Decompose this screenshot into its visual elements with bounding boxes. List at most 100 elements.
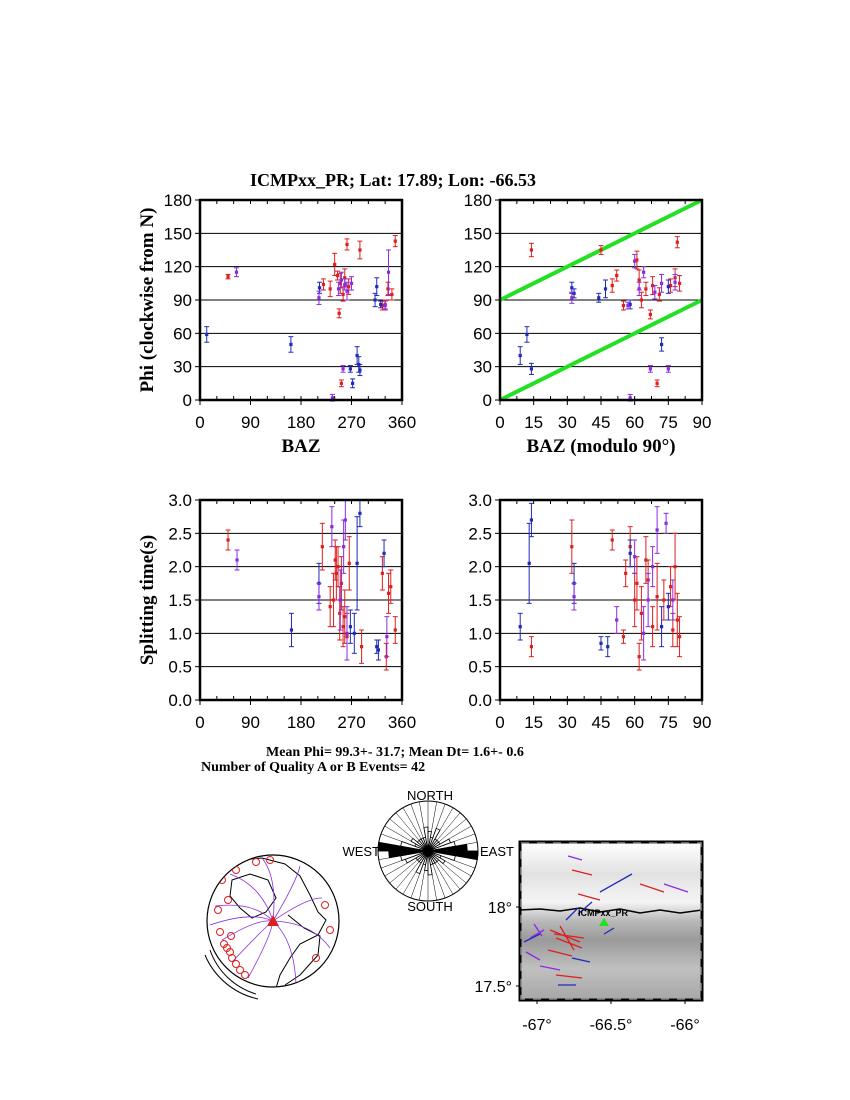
rose-spoke [427, 850, 454, 895]
data-point [647, 309, 653, 320]
rose-spoke [389, 850, 429, 884]
point-marker [336, 287, 341, 291]
x-tick-label: 75 [659, 413, 678, 432]
y-tick-label: 90 [473, 291, 492, 310]
plot-frame [498, 198, 704, 402]
point-marker [349, 281, 354, 285]
data-point [668, 278, 674, 293]
data-point [665, 279, 671, 294]
split-bar [555, 937, 583, 949]
point-marker [339, 278, 343, 282]
point-marker [673, 565, 677, 569]
data-point [598, 636, 604, 651]
data-point [632, 253, 638, 269]
data-point [375, 639, 381, 661]
point-marker [289, 628, 294, 632]
rose-spoke [427, 818, 467, 852]
data-point [656, 287, 662, 302]
data-point [528, 362, 534, 375]
map-background [520, 842, 702, 1000]
point-marker [358, 511, 362, 515]
rose-label-north: NORTH [407, 788, 453, 803]
data-point [317, 281, 323, 294]
split-bar [577, 893, 601, 901]
point-marker [347, 561, 351, 565]
split-bar [603, 927, 615, 935]
y-tick-label: 0.0 [468, 691, 492, 710]
x-tick-label: 360 [388, 413, 416, 432]
point-marker [525, 332, 529, 337]
point-marker [666, 367, 670, 371]
data-point [598, 245, 604, 255]
data-point [663, 512, 669, 534]
data-point [641, 266, 647, 279]
ray-path [272, 920, 331, 949]
point-marker [664, 521, 668, 525]
point-marker [628, 396, 632, 400]
y-tick-label: 60 [473, 324, 492, 343]
point-marker [518, 625, 522, 629]
data-point [319, 522, 325, 571]
data-point [378, 300, 384, 309]
point-marker [527, 561, 531, 565]
point-marker [529, 645, 534, 649]
data-point [338, 271, 344, 289]
x-tick-label: 30 [558, 413, 577, 432]
x-axis-label: BAZ (modulo 90°) [526, 436, 675, 457]
point-marker [338, 611, 342, 615]
point-marker [386, 270, 391, 274]
point-marker [633, 555, 637, 559]
event-marker [224, 896, 232, 904]
point-marker [599, 248, 603, 252]
point-marker [655, 381, 659, 385]
data-point [340, 365, 346, 373]
rose-spoke [427, 825, 472, 852]
data-point [665, 592, 671, 621]
point-marker [348, 625, 352, 629]
data-point [569, 291, 575, 304]
point-marker [343, 518, 347, 522]
y-tick-label: 90 [173, 291, 192, 310]
point-marker [351, 381, 355, 385]
split-bar [529, 929, 545, 939]
data-point [632, 539, 638, 574]
point-marker [226, 275, 230, 279]
point-marker [334, 571, 338, 575]
split-bar [553, 933, 585, 939]
x-tick-label: 270 [337, 713, 365, 732]
point-marker [382, 551, 386, 555]
data-point [645, 572, 651, 628]
rose-label-south: SOUTH [407, 899, 453, 914]
x-tick-label: 60 [625, 713, 644, 732]
split-bar [523, 933, 541, 943]
point-marker [637, 655, 641, 659]
data-point [659, 337, 665, 352]
rose-spoke [427, 850, 437, 901]
data-point [347, 609, 353, 644]
point-marker [317, 595, 321, 599]
point-marker [380, 571, 384, 575]
point-marker [570, 286, 574, 290]
data-point [374, 277, 380, 297]
y-tick-label: 180 [164, 191, 192, 210]
split-bar [567, 855, 583, 861]
event-marker [228, 954, 236, 962]
point-marker [389, 585, 393, 589]
data-point [388, 569, 394, 604]
station-marker [599, 918, 609, 926]
x-tick-label: 270 [337, 413, 365, 432]
point-marker [648, 367, 652, 371]
point-marker [393, 628, 397, 632]
data-point [329, 506, 335, 548]
rose-spoke [380, 850, 429, 869]
y-tick-label: 60 [173, 324, 192, 343]
rose-spoke [378, 850, 429, 860]
point-marker [330, 396, 335, 400]
y-tick-label: 1.5 [168, 591, 192, 610]
data-point [344, 281, 350, 301]
data-point [620, 300, 626, 311]
point-marker [624, 571, 628, 575]
y-tick-label: 3.0 [168, 491, 192, 510]
point-marker [662, 598, 666, 602]
ray-path [214, 904, 274, 922]
